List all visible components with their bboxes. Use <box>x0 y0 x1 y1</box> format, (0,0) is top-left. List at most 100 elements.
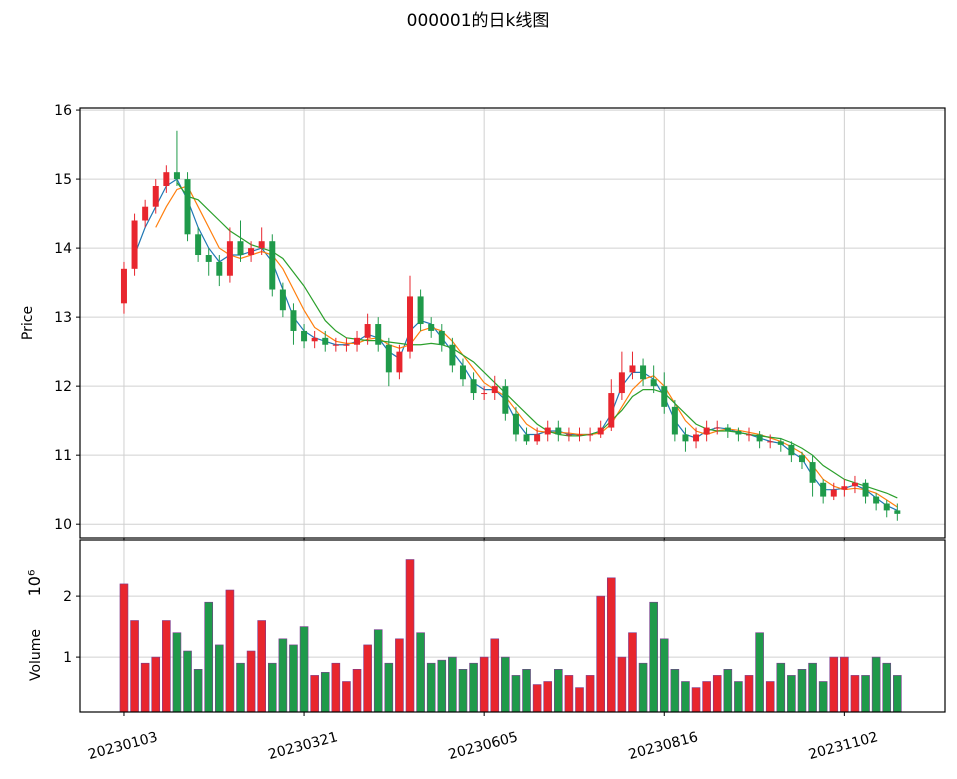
volume-bar <box>204 601 214 713</box>
candle-body <box>343 344 350 346</box>
volume-bar <box>840 656 849 713</box>
moving-average-line <box>155 185 898 508</box>
volume-bar <box>628 632 637 713</box>
volume-bar <box>829 656 839 713</box>
candle-body <box>650 379 657 387</box>
candle-body <box>756 434 763 442</box>
candle-body <box>269 241 276 290</box>
candle-body <box>407 296 414 352</box>
volume-bar <box>532 684 542 713</box>
volume-bar <box>299 626 309 713</box>
volume-bar <box>458 669 468 713</box>
candle-body <box>746 434 753 436</box>
candle-body <box>671 406 678 435</box>
x-tick-label: 20230605 <box>447 729 520 763</box>
volume-bar <box>151 656 161 713</box>
candle-body <box>851 482 858 487</box>
volume-bar <box>734 681 743 713</box>
candle-body <box>481 393 488 395</box>
y-tick-label: 15 <box>54 172 72 188</box>
candle-body <box>502 386 509 414</box>
moving-average-line <box>133 178 898 511</box>
candle-body <box>883 503 890 511</box>
candle-body <box>798 455 805 463</box>
candle-body <box>565 434 572 436</box>
volume-bar <box>257 620 266 713</box>
candle-body <box>809 462 816 483</box>
candle-body <box>597 427 604 435</box>
volume-bar <box>670 669 680 713</box>
volume-bar <box>183 650 192 713</box>
candle-body <box>512 413 519 435</box>
candle-body <box>184 179 191 235</box>
candle-body <box>173 172 180 180</box>
candle-body <box>226 241 233 276</box>
plot-frame <box>79 107 946 539</box>
candle-body <box>459 365 466 380</box>
candle-body <box>724 427 731 432</box>
candle-body <box>544 427 551 435</box>
volume-bar <box>384 662 394 713</box>
candle-body <box>618 372 625 394</box>
volume-bar <box>606 577 616 713</box>
volume-bar <box>416 632 425 713</box>
volume-bar <box>893 675 902 713</box>
candle-body <box>364 324 371 338</box>
candle-body <box>830 489 837 497</box>
candle-body <box>735 431 742 435</box>
candle-body <box>216 261 223 276</box>
volume-bar <box>861 675 870 713</box>
volume-bar <box>712 675 722 713</box>
y-axis-label: Price <box>20 306 36 340</box>
x-tick-label: 20230816 <box>627 729 700 763</box>
volume-bar <box>426 662 436 713</box>
chart-title: 000001的日k线图 <box>407 11 550 31</box>
candle-body <box>248 248 255 256</box>
volume-bar <box>278 638 288 713</box>
volume-bar <box>585 675 595 713</box>
volume-bar <box>352 669 362 713</box>
candle-body <box>258 241 265 249</box>
volume-bar <box>331 662 341 713</box>
candle-body <box>576 434 583 436</box>
volume-bar <box>236 662 245 713</box>
volume-bar <box>755 632 764 713</box>
volume-bar <box>617 656 627 713</box>
volume-bar <box>808 662 817 713</box>
candle-body <box>152 185 159 207</box>
plot-frame <box>79 539 946 713</box>
candle-body <box>195 234 202 256</box>
volume-bar <box>776 662 786 713</box>
volume-bar <box>501 656 510 713</box>
volume-bar <box>140 662 150 713</box>
volume-bar <box>172 632 182 713</box>
candle-body <box>131 220 138 269</box>
volume-bar <box>797 669 807 713</box>
candle-body <box>438 330 445 345</box>
y-tick-label: 1 <box>63 650 72 666</box>
candle-body <box>354 337 361 345</box>
volume-bar <box>479 656 489 713</box>
volume-bar <box>522 669 531 713</box>
volume-bar <box>130 620 139 713</box>
candle-body <box>332 344 339 346</box>
volume-bar <box>162 620 171 713</box>
candle-body <box>396 351 403 373</box>
volume-bar <box>723 669 733 713</box>
candle-body <box>820 482 827 497</box>
candle-body <box>693 434 700 442</box>
candle-body <box>841 486 848 490</box>
volume-bar <box>490 638 500 713</box>
volume-bar <box>363 644 372 713</box>
volume-bar <box>225 589 235 713</box>
y-tick-label: 2 <box>63 589 72 605</box>
volume-bar <box>596 595 605 713</box>
volume-bar <box>575 687 584 713</box>
x-tick-label: 20230321 <box>267 729 340 763</box>
volume-bar <box>871 656 881 713</box>
volume-bar <box>787 675 796 713</box>
candle-body <box>777 441 784 445</box>
volume-bar <box>320 672 330 713</box>
candle-body <box>608 393 615 428</box>
